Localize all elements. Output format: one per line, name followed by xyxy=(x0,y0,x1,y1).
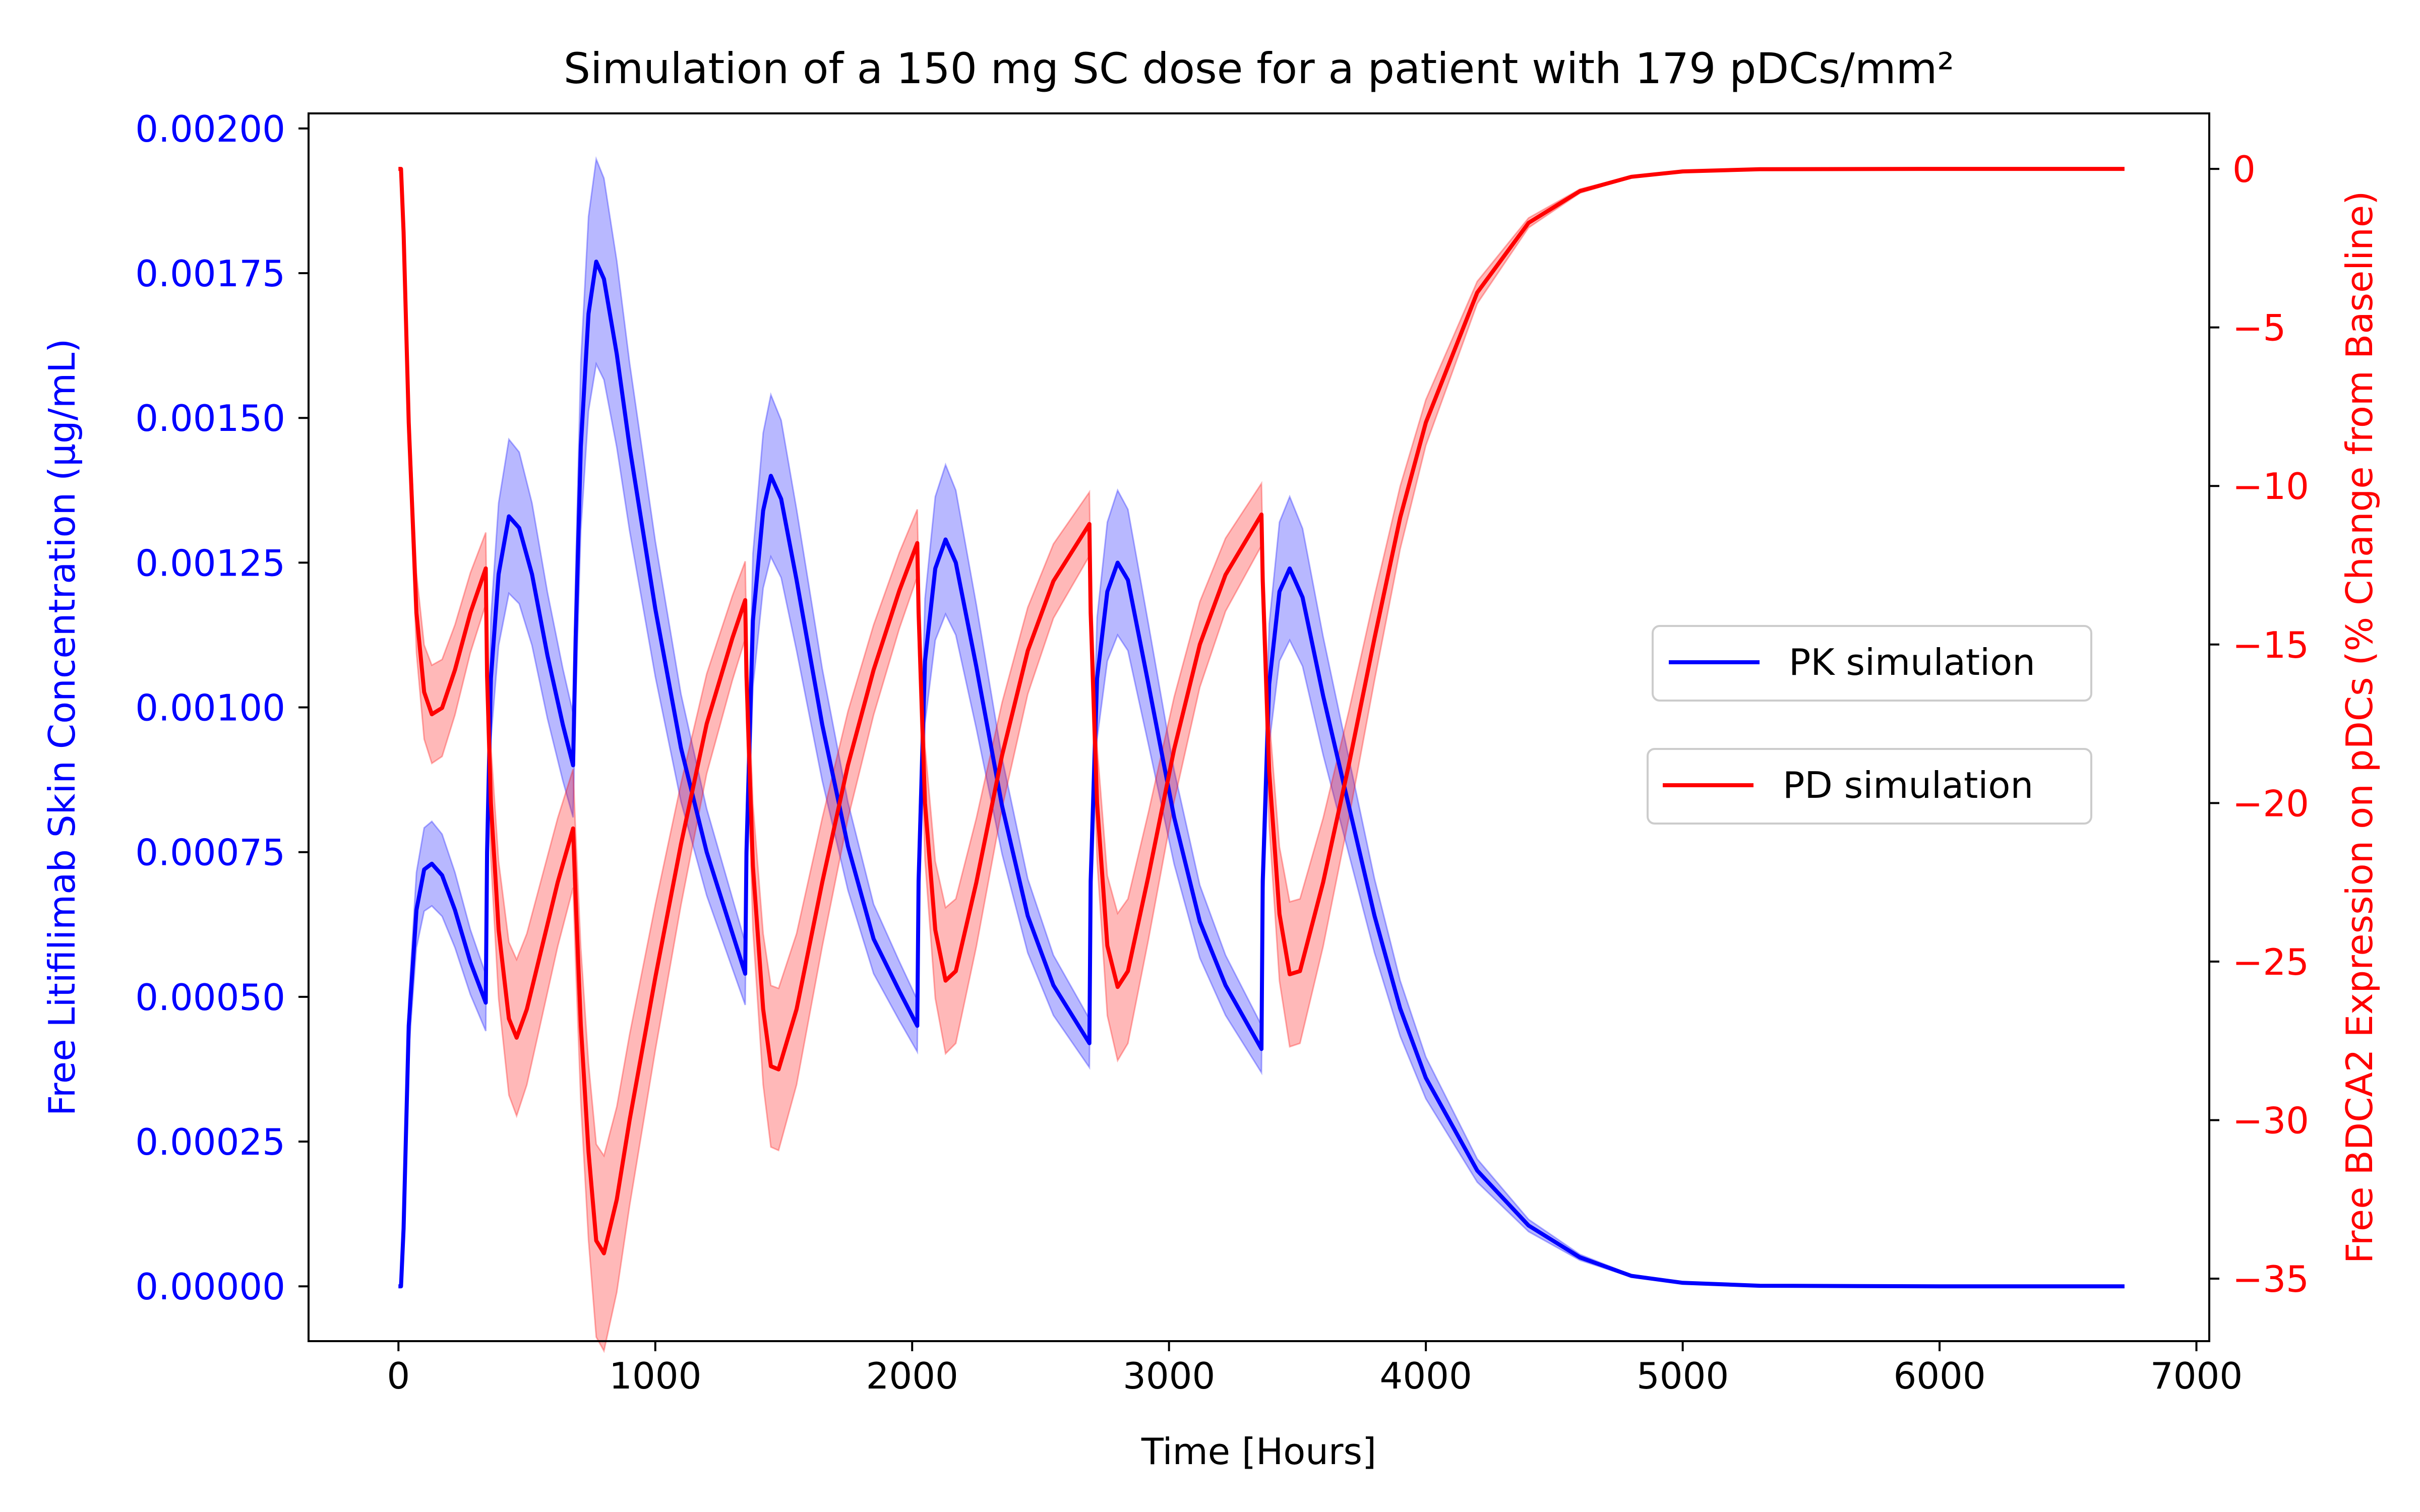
x-tick-label: 7000 xyxy=(2150,1355,2243,1397)
left-y-axis-ticks: 0.00000 0.00025 0.00050 0.00075 0.00100 0.001… xyxy=(135,108,309,1308)
x-tick-label: 2000 xyxy=(866,1355,958,1397)
left-y-tick-label: 0.00050 xyxy=(135,976,285,1019)
left-y-tick-label: 0.00100 xyxy=(135,687,285,729)
x-axis-ticks: 0 1000 2000 3000 4000 5000 6000 7000 xyxy=(387,1341,2243,1397)
confidence-bands xyxy=(398,156,2125,1353)
right-y-tick-label: 0 xyxy=(2232,148,2256,191)
left-y-tick-label: 0.00075 xyxy=(135,832,285,874)
x-tick-label: 5000 xyxy=(1637,1355,1729,1397)
series-line-1 xyxy=(398,167,2125,1255)
series-lines xyxy=(398,167,2125,1289)
right-y-axis-ticks: 0 −5 −10 −15 −20 −25 −30 −35 xyxy=(2209,148,2309,1300)
legend-pd-label: PD simulation xyxy=(1783,764,2033,806)
left-y-tick-label: 0.00150 xyxy=(135,397,285,439)
x-tick-label: 0 xyxy=(387,1355,410,1397)
right-y-axis-label: Free BDCA2 Expression on pDCs (% Change … xyxy=(2338,191,2381,1264)
legend-pd: PD simulation xyxy=(1647,748,2092,825)
right-y-tick-label: −5 xyxy=(2232,307,2286,349)
left-y-tick-label: 0.00175 xyxy=(135,253,285,295)
right-y-tick-label: −30 xyxy=(2232,1099,2309,1142)
series-band-0 xyxy=(398,156,2125,1287)
x-axis-label: Time [Hours] xyxy=(1141,1430,1376,1473)
legend-pk: PK simulation xyxy=(1652,625,2092,702)
left-y-tick-label: 0.00025 xyxy=(135,1121,285,1163)
x-tick-label: 4000 xyxy=(1380,1355,1472,1397)
right-y-tick-label: −35 xyxy=(2232,1258,2309,1300)
left-y-tick-label: 0.00125 xyxy=(135,542,285,584)
legend-pk-label: PK simulation xyxy=(1789,641,2035,683)
chart-title: Simulation of a 150 mg SC dose for a pat… xyxy=(564,44,1954,93)
x-tick-label: 3000 xyxy=(1123,1355,1215,1397)
series-line-0 xyxy=(398,260,2125,1289)
x-tick-label: 1000 xyxy=(609,1355,701,1397)
legend-pd-box xyxy=(1647,748,2092,825)
right-y-tick-label: −25 xyxy=(2232,941,2309,983)
right-y-tick-label: −10 xyxy=(2232,465,2309,508)
plot-frame xyxy=(308,112,2210,1342)
right-y-tick-label: −15 xyxy=(2232,624,2309,666)
left-y-tick-label: 0.00200 xyxy=(135,108,285,150)
right-y-tick-label: −20 xyxy=(2232,782,2309,825)
x-tick-label: 6000 xyxy=(1893,1355,1985,1397)
left-y-axis-label: Free Litifilimab Skin Concentration (μg/… xyxy=(41,339,83,1116)
left-y-tick-label: 0.00000 xyxy=(135,1266,285,1308)
legend-pk-box xyxy=(1652,625,2092,702)
series-band-1 xyxy=(398,168,2125,1353)
